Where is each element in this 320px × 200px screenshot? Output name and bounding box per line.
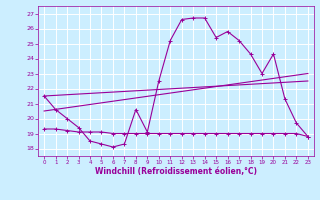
X-axis label: Windchill (Refroidissement éolien,°C): Windchill (Refroidissement éolien,°C) (95, 167, 257, 176)
